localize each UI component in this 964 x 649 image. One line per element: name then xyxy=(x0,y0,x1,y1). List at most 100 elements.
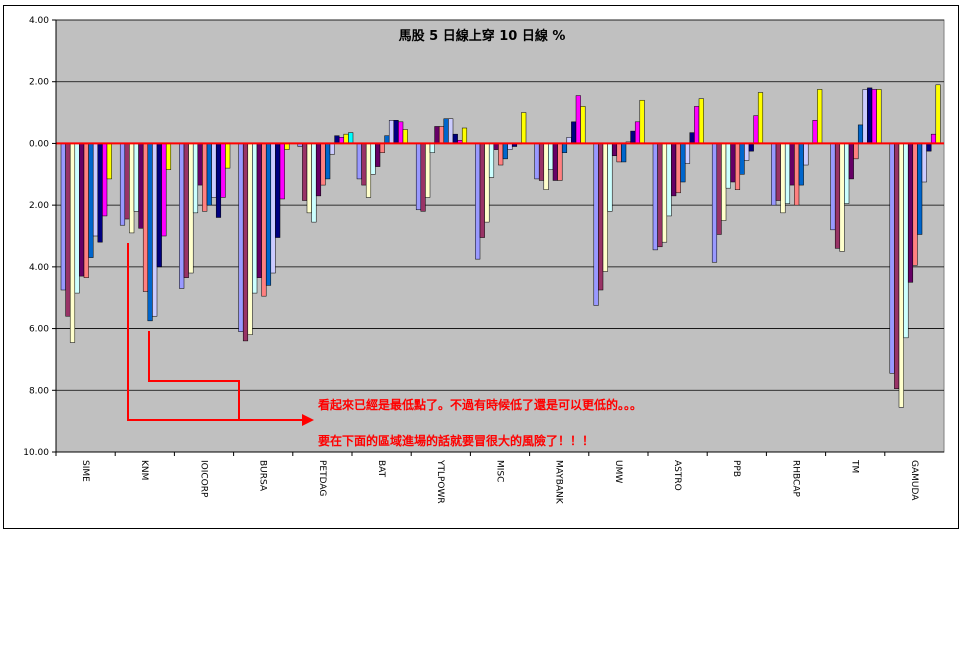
bar xyxy=(521,112,527,144)
bar xyxy=(571,121,577,144)
bar xyxy=(753,115,759,144)
x-tick-label: TM xyxy=(850,459,860,473)
bar xyxy=(179,143,185,289)
bar xyxy=(621,143,627,163)
bar xyxy=(834,143,841,249)
bar xyxy=(903,143,909,339)
bar xyxy=(680,143,686,183)
bar xyxy=(534,143,540,180)
bar xyxy=(88,143,94,258)
x-tick-label: ASTRO xyxy=(672,460,682,491)
bar xyxy=(119,143,126,226)
bar xyxy=(857,124,864,144)
bar xyxy=(133,143,139,212)
bar xyxy=(384,135,390,144)
x-tick-label: UMW xyxy=(613,460,623,483)
annotation-risk-zone: 要在下面的區域進場的話就要冒很大的風險了！！！ xyxy=(318,433,594,448)
bar xyxy=(803,143,809,166)
bar xyxy=(415,143,422,211)
bar xyxy=(930,133,937,144)
bar xyxy=(356,143,362,180)
bar xyxy=(92,143,99,237)
annotation-lowest-point: 看起來已經是最低點了。不過有時候低了還是可以更低的。。。 xyxy=(318,397,642,412)
bar xyxy=(348,132,354,144)
bar xyxy=(60,143,66,291)
bar xyxy=(138,143,144,229)
y-tick-label: 2.00 xyxy=(29,201,49,211)
bar xyxy=(711,143,718,263)
bar xyxy=(74,143,80,294)
bar xyxy=(671,143,677,197)
bar xyxy=(561,143,568,153)
bar xyxy=(147,143,153,322)
arrowhead xyxy=(302,414,314,426)
bar xyxy=(502,143,508,160)
y-tick-label: 10.00 xyxy=(23,448,49,458)
bar xyxy=(725,143,731,189)
bar xyxy=(211,143,217,198)
bar xyxy=(393,120,399,144)
bar xyxy=(580,106,586,144)
bar xyxy=(666,143,672,217)
bar xyxy=(889,143,895,374)
bar xyxy=(69,143,76,343)
bar xyxy=(734,143,741,190)
y-tick-label: 2.00 xyxy=(29,78,49,88)
bar xyxy=(197,143,203,186)
bar xyxy=(129,143,135,234)
bar xyxy=(183,143,189,278)
bar xyxy=(912,143,918,266)
bar xyxy=(488,143,495,178)
chart-frame: 4.00 2.00 0.00 2.00 4.00 6.00 8.00 10.00 SIME KN… xyxy=(3,5,959,529)
bar xyxy=(798,143,804,186)
bar xyxy=(817,89,823,144)
x-tick-label: SIME xyxy=(80,460,90,482)
y-tick-label: 8.00 xyxy=(29,386,49,396)
bar xyxy=(730,143,736,183)
bar xyxy=(270,143,276,274)
bar xyxy=(252,143,258,294)
y-tick-label: 6.00 xyxy=(29,325,49,335)
gridlines xyxy=(56,19,944,453)
bar xyxy=(156,143,162,268)
bar xyxy=(429,143,435,153)
bar xyxy=(398,121,404,144)
x-tick-label: MAYBANK xyxy=(554,460,564,505)
bar xyxy=(616,143,622,163)
bar xyxy=(862,89,868,144)
bar xyxy=(907,143,914,283)
bar xyxy=(784,143,791,204)
x-tick-label: RHBCAP xyxy=(790,460,800,497)
bar xyxy=(657,143,663,248)
bar xyxy=(634,121,641,144)
bar xyxy=(420,143,426,212)
bar xyxy=(161,143,167,237)
bar xyxy=(402,129,408,144)
chart-canvas: 4.00 2.00 0.00 2.00 4.00 6.00 8.00 10.00 SIME KN… xyxy=(23,16,945,505)
bar xyxy=(97,143,103,243)
bar xyxy=(898,143,904,408)
bar xyxy=(361,143,367,186)
y-axis: 4.00 2.00 0.00 2.00 4.00 6.00 8.00 10.00 xyxy=(23,16,57,458)
x-tick-label: PETDAG xyxy=(317,460,327,496)
bar xyxy=(106,143,112,180)
bar xyxy=(256,143,262,278)
bar xyxy=(853,143,859,160)
bar xyxy=(275,143,281,238)
bar xyxy=(607,143,613,212)
bar xyxy=(370,143,376,175)
bar xyxy=(917,143,923,235)
bar xyxy=(552,143,558,181)
bar xyxy=(744,143,750,161)
bar xyxy=(721,143,727,221)
bar xyxy=(302,143,308,201)
bar xyxy=(698,98,704,144)
bar xyxy=(279,143,285,200)
bar xyxy=(124,143,130,220)
bar-series xyxy=(60,84,941,408)
bar xyxy=(675,143,681,194)
chart-title: 馬股 5 日線上穿 10 日線 % xyxy=(399,28,566,44)
bar xyxy=(379,143,385,153)
bar xyxy=(538,143,545,181)
bar xyxy=(475,143,481,260)
